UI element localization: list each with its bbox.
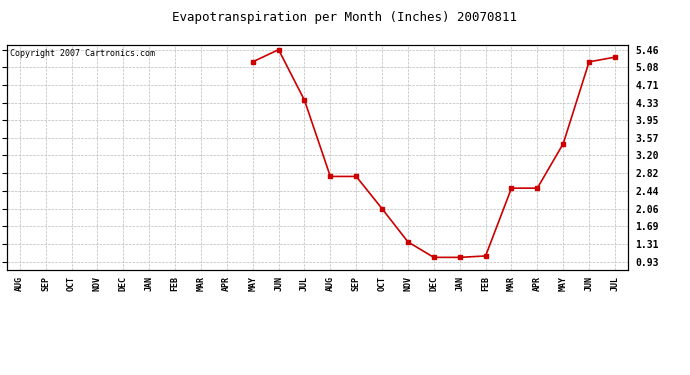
Text: Evapotranspiration per Month (Inches) 20070811: Evapotranspiration per Month (Inches) 20… [172, 11, 518, 24]
Text: Copyright 2007 Cartronics.com: Copyright 2007 Cartronics.com [10, 50, 155, 58]
